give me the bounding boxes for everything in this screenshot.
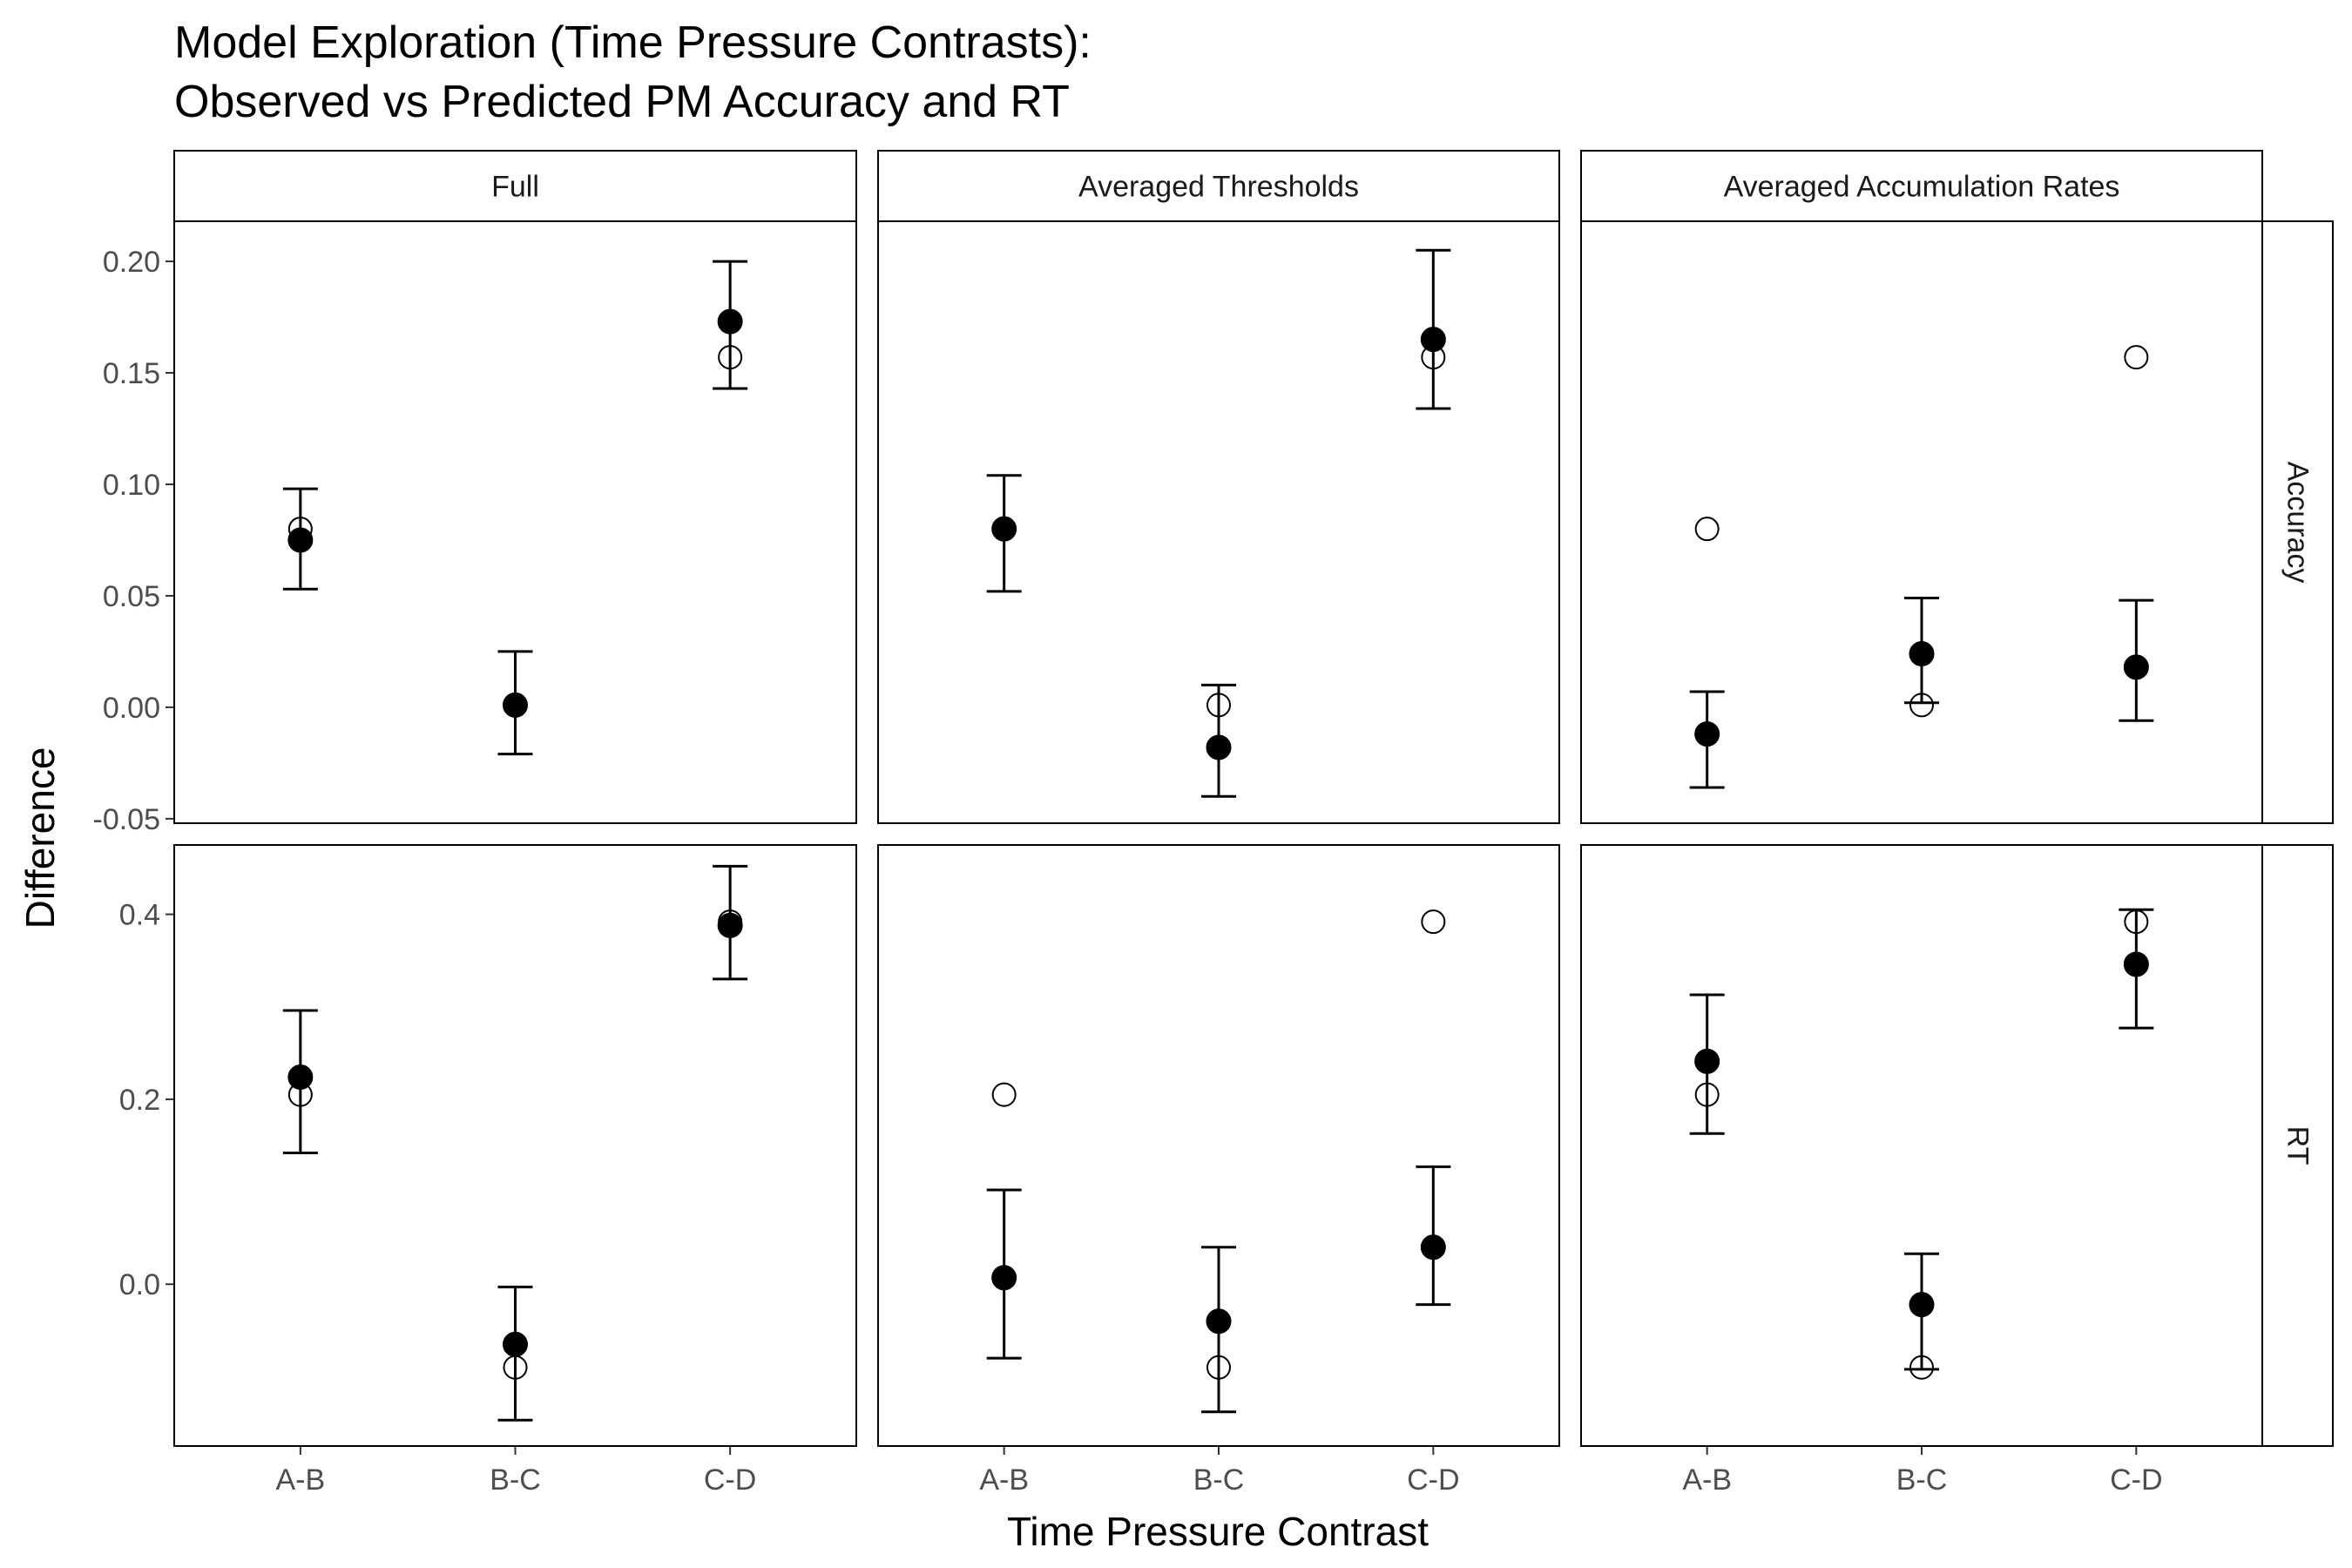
observed-point-b-c [1909, 1355, 1934, 1380]
predicted-point-a-b [1694, 1048, 1720, 1074]
strip-full [173, 150, 857, 222]
x-tick-label: C-D [704, 1463, 756, 1497]
observed-point-a-b [1694, 517, 1720, 542]
predicted-point-b-c [1909, 1292, 1935, 1318]
panel-border [1580, 220, 2263, 824]
x-tick-label: A-B [1682, 1463, 1732, 1497]
strip-rt [2261, 844, 2334, 1447]
predicted-point-b-c [1909, 640, 1935, 666]
predicted-point-c-d [2123, 951, 2149, 977]
y-tick-label: 0.05 [103, 580, 160, 613]
panels-group: Full Averaged Thresholds Averaged Accumula… [93, 150, 2334, 1497]
predicted-point-a-b [1694, 721, 1720, 747]
observed-point-b-c [1206, 693, 1231, 718]
predicted-point-c-d [2123, 654, 2149, 680]
observed-point-b-c [1909, 693, 1934, 718]
y-tick-label: 0.00 [103, 692, 160, 725]
predicted-point-c-d [717, 912, 743, 938]
y-tick-label: 0.2 [119, 1084, 160, 1117]
predicted-point-b-c [1206, 1308, 1232, 1335]
x-tick-label: B-C [1193, 1463, 1245, 1497]
y-tick-label: 0.20 [103, 246, 160, 279]
panel-accuracy-full [173, 220, 857, 824]
panel-rt-averaged-thresholds [877, 844, 1560, 1447]
y-tick-label: 0.15 [103, 357, 160, 390]
panel-rt-full [173, 844, 857, 1447]
observed-point-b-c [1206, 1355, 1231, 1380]
strip-label-averaged-accumulation-rates: Averaged Accumulation Rates [1724, 171, 2120, 204]
strip-label-rt: RT [2281, 1126, 2315, 1166]
observed-point-a-b [1694, 1082, 1720, 1107]
y-axis-title: Difference [17, 747, 63, 929]
x-tick-label: C-D [2110, 1463, 2162, 1497]
observed-point-c-d [2124, 909, 2149, 935]
strip-label-accuracy: Accuracy [2281, 462, 2315, 584]
y-tick-label: 0.4 [119, 899, 160, 932]
x-axis-title: Time Pressure Contrast [1007, 1509, 1429, 1554]
x-tick-label: B-C [1896, 1463, 1948, 1497]
panel-accuracy-averaged-accumulation-rates [1580, 220, 2263, 824]
title-line-2: Observed vs Predicted PM Accuracy and RT [174, 77, 1070, 127]
predicted-point-c-d [1420, 327, 1446, 353]
observed-point-c-d [718, 345, 743, 370]
predicted-point-c-d [717, 308, 743, 335]
predicted-point-b-c [1206, 734, 1232, 760]
predicted-point-a-b [991, 1265, 1017, 1291]
y-tick-label: 0.0 [119, 1268, 160, 1301]
x-tick-label: B-C [490, 1463, 541, 1497]
strip-averaged-accumulation-rates [1580, 150, 2263, 222]
predicted-point-a-b [991, 516, 1017, 542]
predicted-point-c-d [1420, 1234, 1446, 1260]
predicted-point-a-b [287, 1064, 314, 1090]
observed-point-c-d [1421, 909, 1446, 935]
predicted-point-b-c [503, 692, 528, 718]
strip-averaged-thresholds [877, 150, 1560, 222]
strip-accuracy [2261, 220, 2334, 824]
panel-rt-averaged-accumulation-rates [1580, 844, 2263, 1447]
predicted-point-b-c [503, 1331, 528, 1357]
strip-label-averaged-thresholds: Averaged Thresholds [1078, 171, 1359, 204]
observed-point-c-d [2124, 345, 2149, 370]
y-tick-label: 0.10 [103, 469, 160, 502]
x-tick-label: C-D [1407, 1463, 1459, 1497]
predicted-point-a-b [287, 527, 314, 553]
y-tick-label: -0.05 [93, 803, 161, 836]
title-line-1: Model Exploration (Time Pressure Contras… [174, 17, 1092, 68]
x-tick-label: A-B [276, 1463, 326, 1497]
observed-point-a-b [991, 1082, 1017, 1107]
strip-label-full: Full [491, 171, 539, 204]
x-tick-label: A-B [979, 1463, 1029, 1497]
chart-title: Model Exploration (Time Pressure Contras… [174, 17, 1092, 127]
panel-accuracy-averaged-thresholds [877, 220, 1560, 824]
